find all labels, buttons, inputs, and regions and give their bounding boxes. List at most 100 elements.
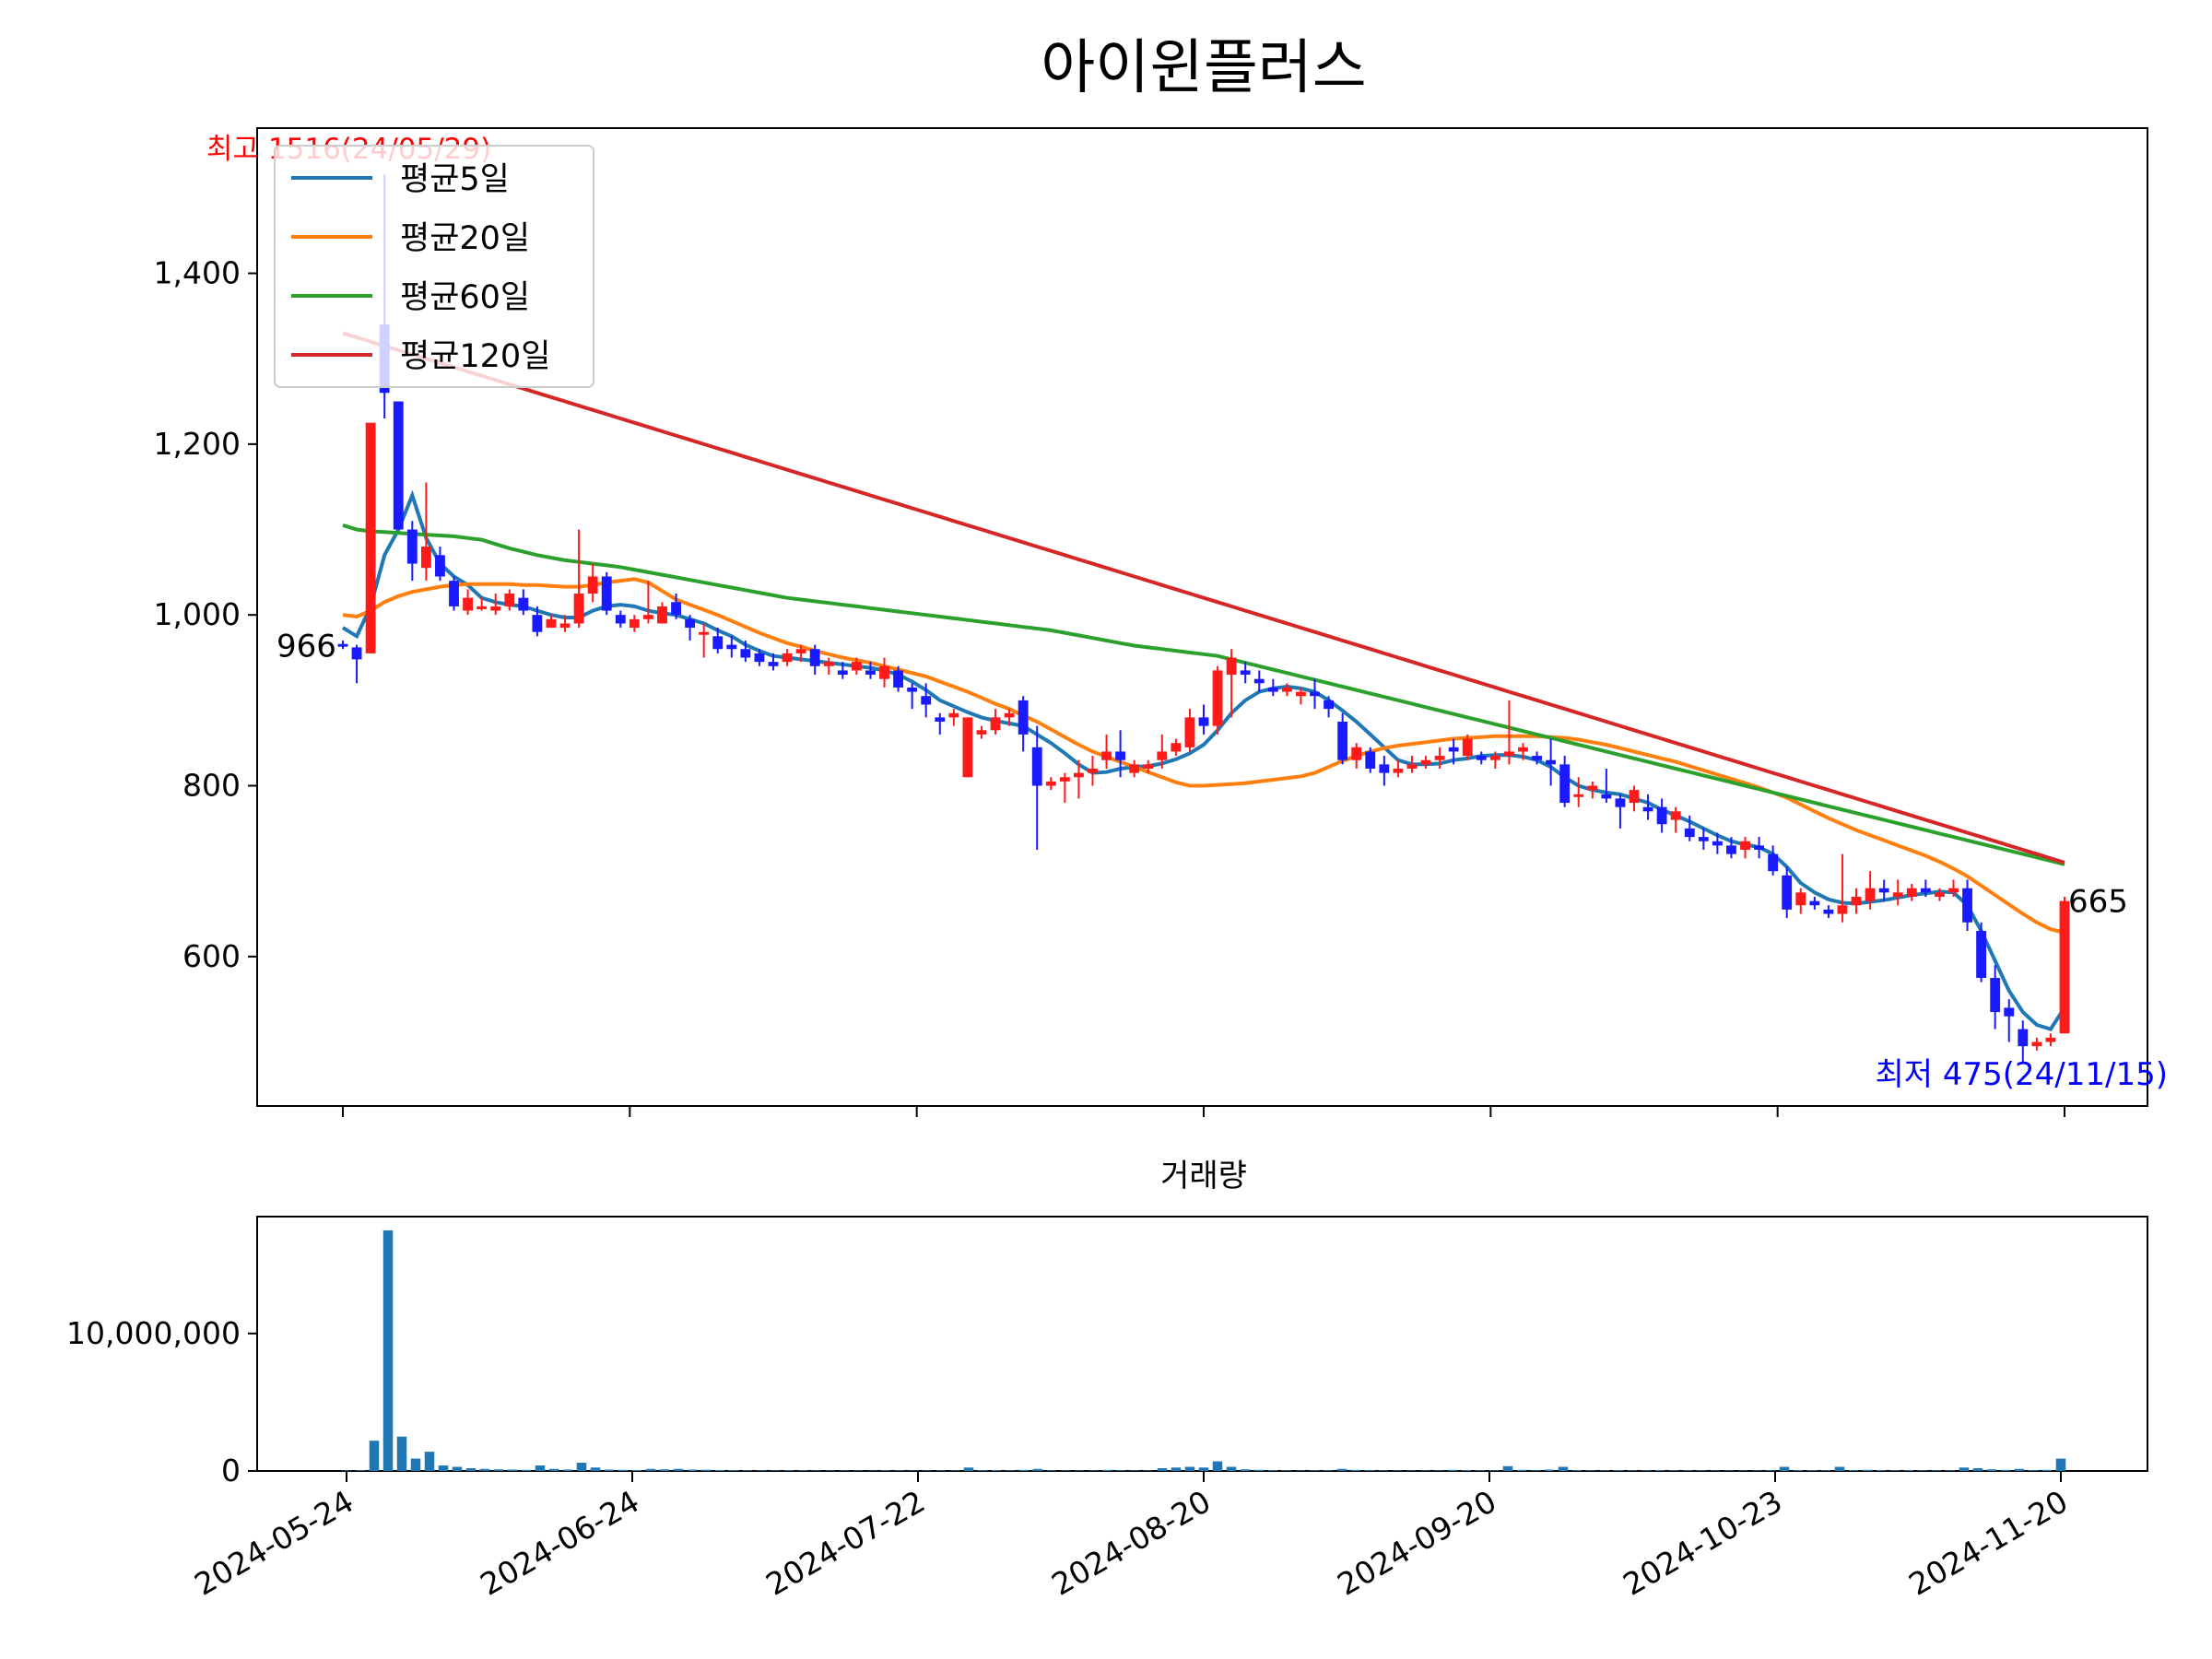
candle-body	[477, 606, 488, 609]
volume-y-axis: 0 10,000,000	[66, 1315, 257, 1488]
candle-body	[1059, 777, 1070, 782]
volume-bar	[783, 1470, 794, 1471]
volume-bar	[604, 1469, 615, 1471]
volume-bar	[700, 1469, 712, 1471]
moving-average-lines	[341, 331, 2066, 1031]
volume-bar	[507, 1469, 518, 1471]
volume-bar	[1447, 1469, 1458, 1471]
volume-bar	[1668, 1470, 1679, 1471]
volume-bar	[797, 1470, 808, 1471]
volume-bar	[1516, 1469, 1527, 1471]
volume-bar	[1806, 1470, 1818, 1471]
volume-bar	[963, 1467, 974, 1471]
candle-body	[851, 662, 862, 671]
candle-body	[337, 643, 348, 647]
last-close-label: 665	[2068, 884, 2128, 921]
volume-bar	[1267, 1470, 1278, 1471]
candle-body	[1712, 841, 1723, 846]
candle-body	[1837, 905, 1848, 914]
candle-body	[1518, 747, 1528, 752]
first-close-label: 966	[276, 629, 336, 665]
candle-body	[1865, 888, 1876, 901]
volume-bar	[825, 1470, 836, 1471]
legend-label: 평균5일	[400, 161, 510, 198]
candle-body	[1101, 751, 1112, 760]
candle-body	[546, 618, 557, 629]
x-tick-label: 2024-11-20	[1902, 1483, 2074, 1603]
candle-body	[1184, 717, 1195, 747]
candle-body	[1476, 756, 1487, 760]
volume-bar	[1682, 1470, 1693, 1471]
candle-body	[1601, 794, 1612, 799]
volume-bar	[1765, 1470, 1776, 1471]
volume-bar	[631, 1469, 642, 1471]
candle-body	[1045, 781, 1056, 786]
candle-body	[837, 670, 848, 676]
candle-body	[1281, 687, 1292, 692]
candle-body	[629, 618, 640, 629]
candle-body	[976, 730, 987, 735]
candle-body	[1656, 806, 1667, 825]
candle-body	[1296, 691, 1306, 697]
volume-bar	[369, 1441, 380, 1471]
volume-bar	[1032, 1468, 1043, 1471]
volume-bar	[1101, 1469, 1112, 1471]
volume-bar	[1751, 1470, 1762, 1471]
volume-bar	[521, 1469, 532, 1471]
candle-body	[2031, 1041, 2042, 1047]
volume-bar	[1820, 1470, 1831, 1471]
candle-body	[1004, 712, 1015, 718]
volume-bar	[1212, 1461, 1223, 1471]
candle-body	[795, 649, 806, 653]
volume-bar	[894, 1470, 905, 1471]
volume-bar	[728, 1470, 739, 1471]
ma-line	[342, 331, 2065, 865]
volume-y-tick-label: 10,000,000	[66, 1315, 241, 1351]
candle-body	[1962, 888, 1972, 923]
volume-bar	[949, 1470, 960, 1471]
candle-body	[1906, 888, 1917, 897]
volume-plot-frame	[256, 1216, 2148, 1472]
candle-body	[1559, 764, 1571, 804]
candle-body	[1934, 892, 1945, 897]
candle-body	[1018, 700, 1029, 735]
volume-bar	[1834, 1466, 1845, 1471]
volume-bar	[1060, 1470, 1071, 1471]
volume-bar	[1917, 1470, 1928, 1471]
volume-bar	[1129, 1470, 1140, 1471]
volume-y-tick-label: 0	[221, 1453, 241, 1488]
candle-body	[1448, 747, 1459, 752]
candle-body	[1795, 892, 1806, 906]
volume-bar	[1862, 1469, 1873, 1471]
candle-body	[435, 555, 445, 577]
candle-body	[518, 597, 529, 611]
candle-body	[1379, 764, 1390, 773]
volume-bar	[410, 1458, 421, 1471]
candle-body	[1267, 687, 1278, 692]
legend-label: 평균120일	[400, 338, 550, 375]
volume-bar	[1793, 1470, 1804, 1471]
volume-bar	[1433, 1470, 1444, 1471]
volume-bar	[1419, 1470, 1430, 1471]
candle-body	[1587, 785, 1598, 791]
candle-body	[1684, 828, 1695, 838]
volume-bar	[1157, 1468, 1168, 1471]
volume-bar	[2055, 1458, 2066, 1471]
x-tick-label: 2024-05-24	[188, 1483, 359, 1603]
volume-bar	[493, 1469, 504, 1471]
x-tick-label: 2024-07-22	[759, 1483, 931, 1603]
x-tick-label: 2024-09-20	[1331, 1483, 1502, 1603]
volume-bar	[1005, 1470, 1016, 1471]
volume-bar	[479, 1468, 490, 1471]
candle-body	[726, 644, 737, 650]
candle-body	[2059, 900, 2070, 1034]
volume-bar	[1350, 1469, 1361, 1471]
volume-bar	[1309, 1470, 1320, 1471]
candle-body	[921, 696, 932, 705]
volume-bar	[1171, 1467, 1182, 1471]
candle-body	[1768, 853, 1779, 872]
candle-body	[1031, 747, 1042, 786]
volume-bar	[1585, 1470, 1596, 1471]
